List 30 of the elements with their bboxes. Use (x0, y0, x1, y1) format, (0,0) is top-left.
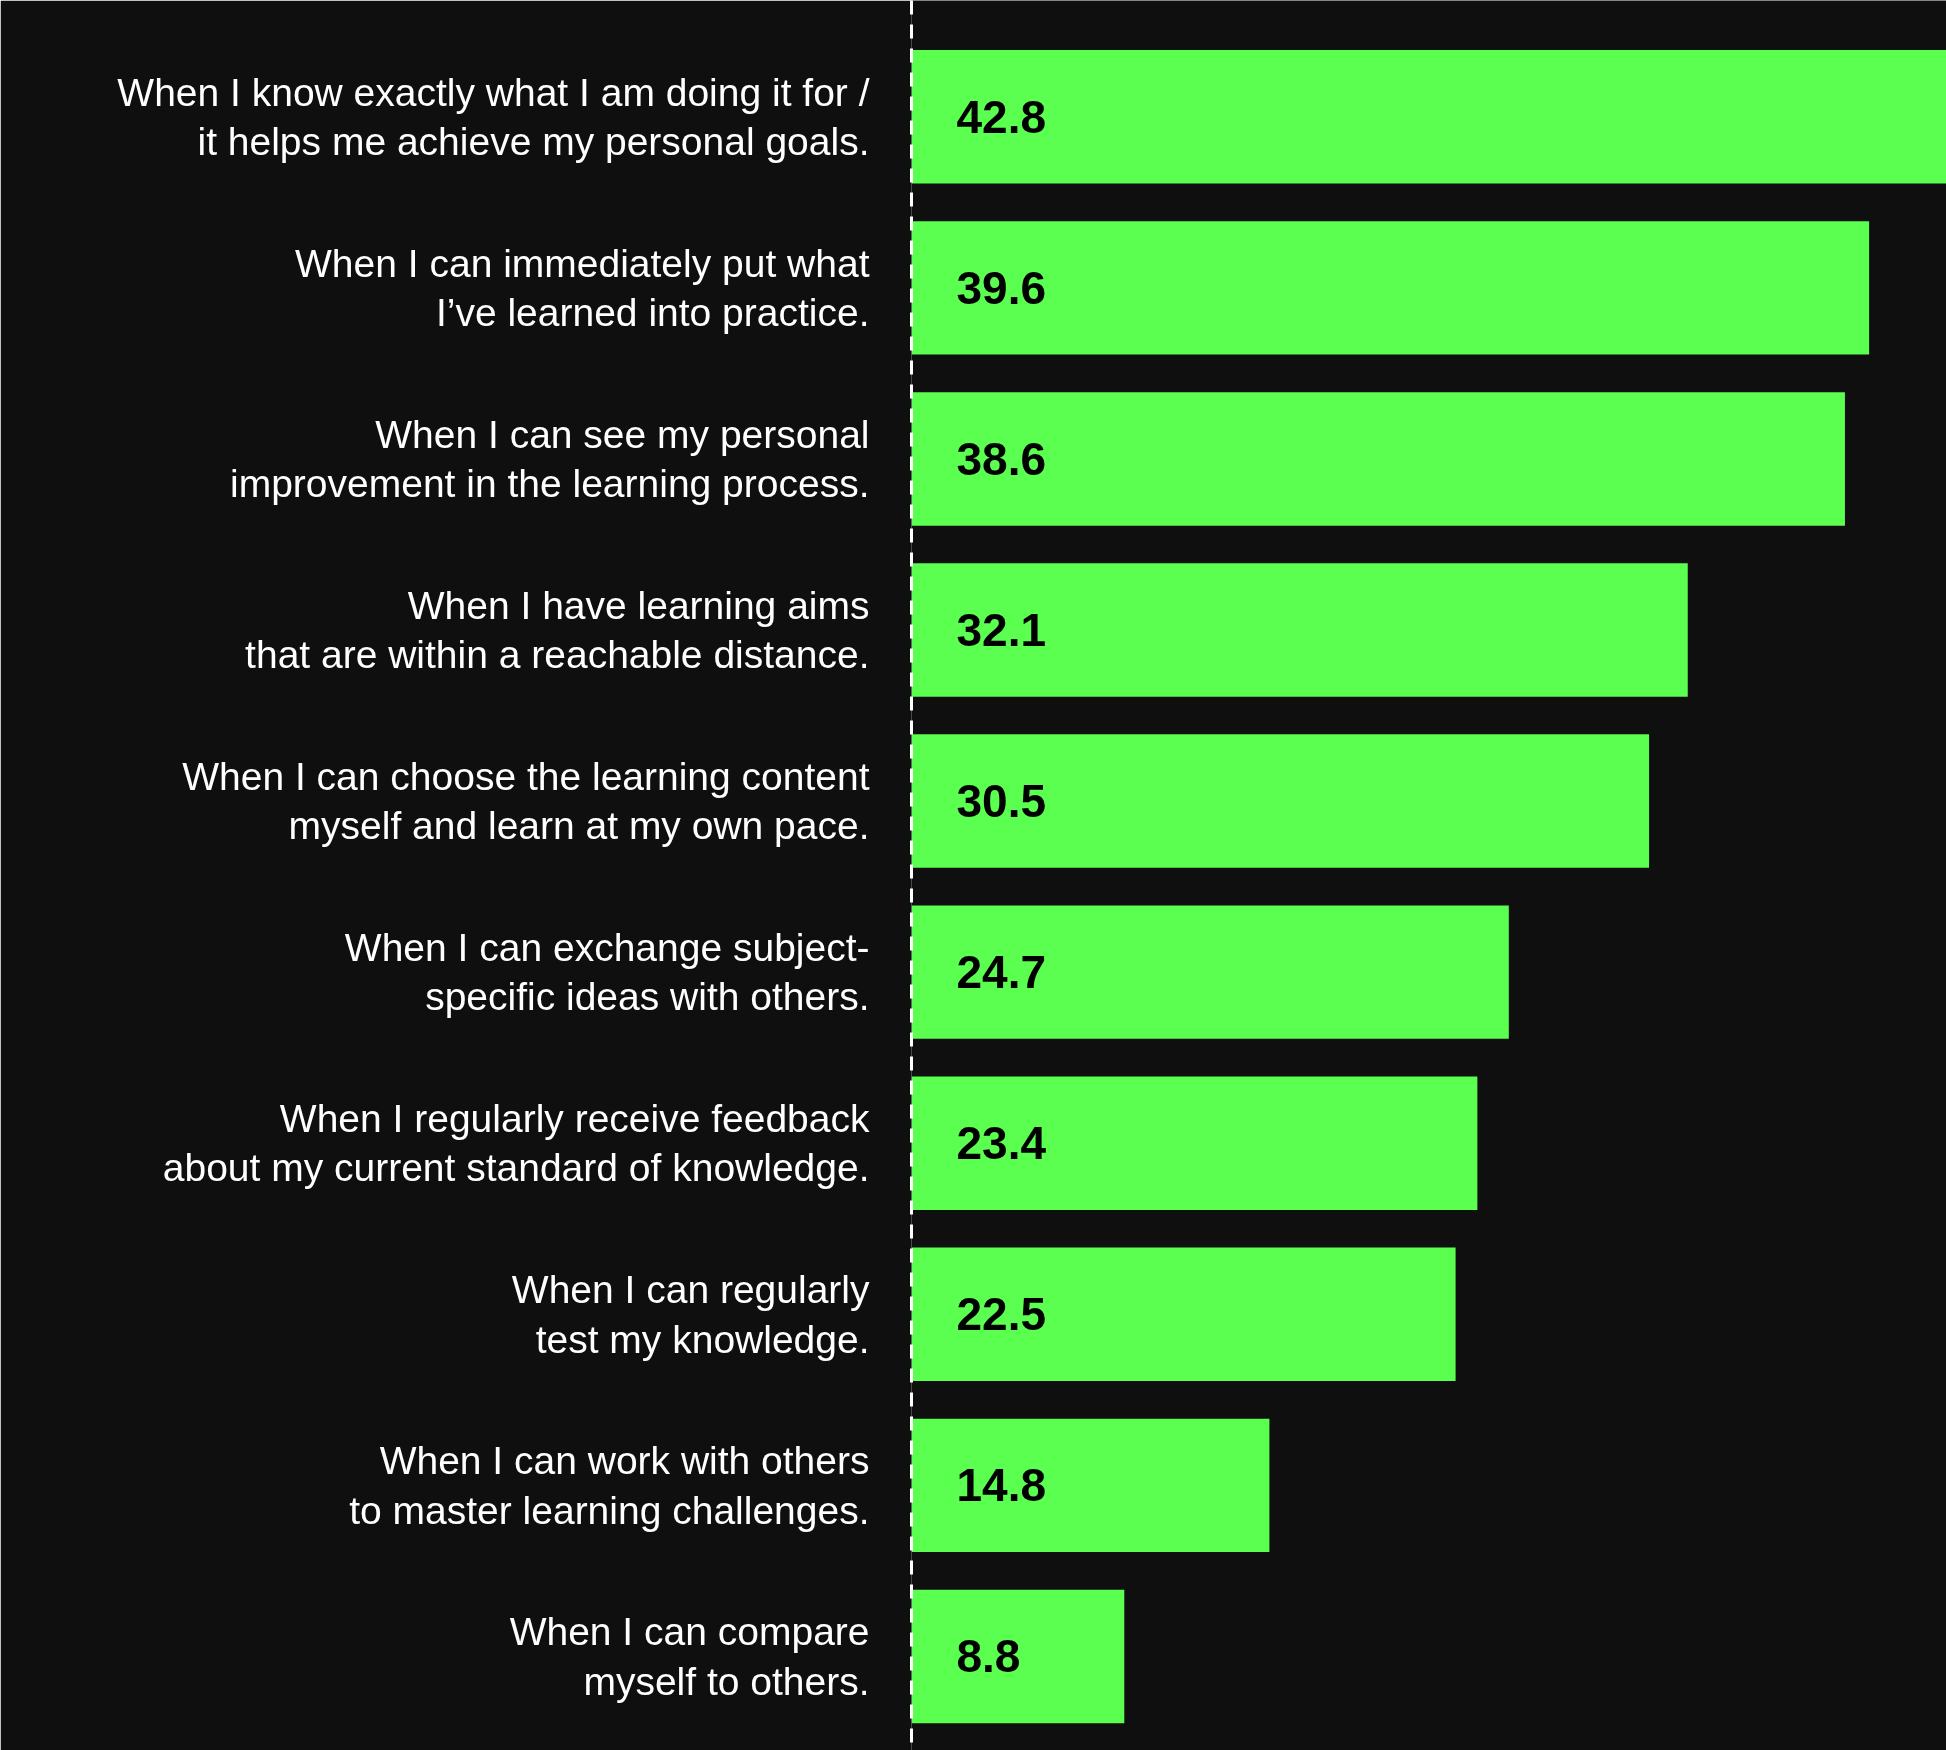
y-tick-label: When I can choose the learning content myself and learn at my own pace. (182, 754, 870, 848)
data-label: 24.7 (956, 946, 1047, 999)
data-label: 32.1 (956, 604, 1047, 657)
data-label: 38.6 (956, 432, 1047, 485)
y-tick-label: When I can compare myself to others. (509, 1610, 870, 1703)
data-label: 22.5 (956, 1288, 1047, 1341)
bar (911, 1589, 1125, 1724)
bar (911, 905, 1509, 1039)
y-tick-label: When I can see my personal improvement in the learning process. (230, 412, 870, 506)
data-label: 30.5 (956, 775, 1047, 828)
bar (911, 221, 1870, 355)
y-tick-label: When I can immediately put what I’ve learned into practice. (295, 241, 870, 335)
bar (911, 563, 1688, 697)
y-tick-label: When I regularly receive feedback about my current standard of knowledge. (162, 1096, 870, 1190)
y-tick-label: When I can regularly test my knowledge. (511, 1268, 870, 1361)
y-tick-label: When I can exchange subject- specific ideas with others. (344, 925, 870, 1019)
bar (911, 1247, 1456, 1381)
y-tick-label: When I have learning aims that are within a reachable distance. (245, 583, 870, 677)
data-label: 39.6 (956, 261, 1047, 314)
data-label: 23.4 (956, 1117, 1047, 1170)
y-tick-label: When I can work with others to master learning challenges. (349, 1439, 870, 1532)
y-tick-label: When I know exactly what I am doing it for / it helps me achieve my personal goals. (117, 70, 870, 164)
data-label: 8.8 (956, 1630, 1021, 1683)
bar (911, 1076, 1478, 1210)
bar (911, 1418, 1270, 1553)
bar (911, 392, 1845, 526)
data-label: 42.8 (956, 90, 1047, 143)
bar (911, 50, 1946, 184)
bar (911, 734, 1650, 868)
data-label: 14.8 (956, 1459, 1047, 1512)
